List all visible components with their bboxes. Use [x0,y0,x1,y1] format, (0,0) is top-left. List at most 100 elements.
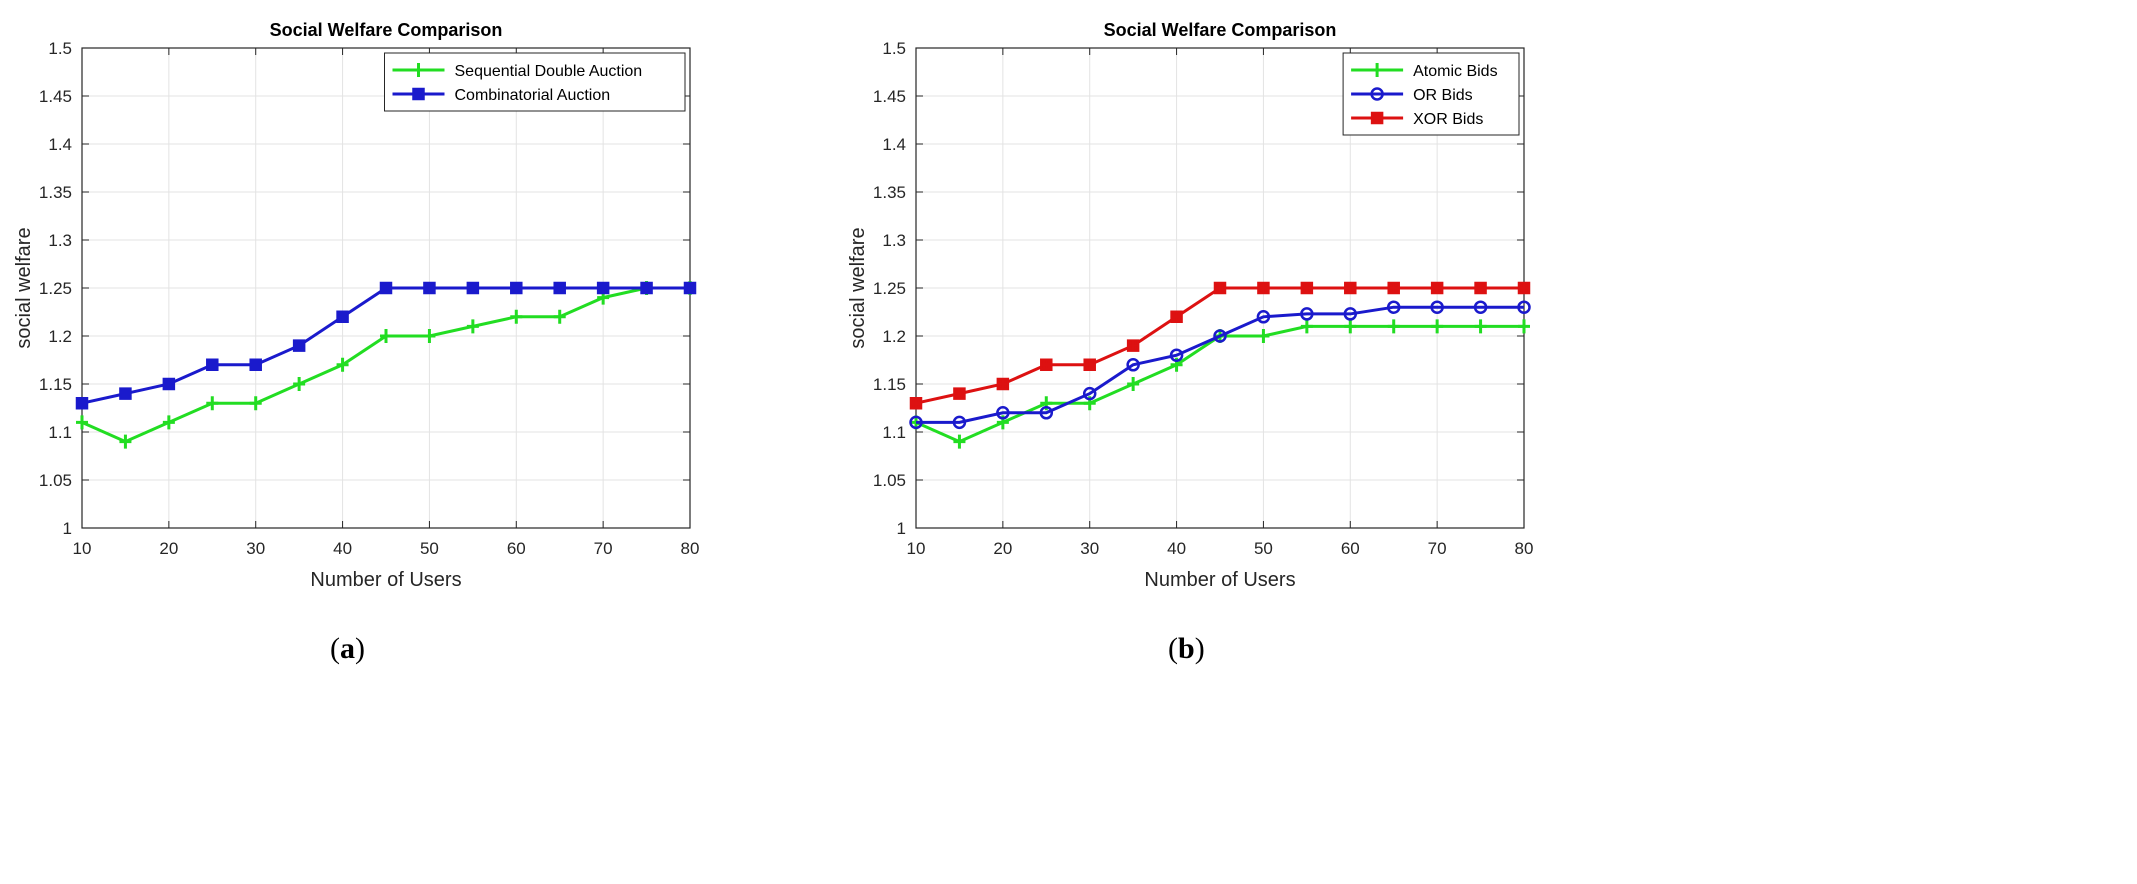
c1-chart-title: Social Welfare Comparison [1104,20,1337,40]
c1-x-tick-label-7: 80 [1515,539,1534,558]
c0-series-0-point-3 [206,396,219,411]
c0-series-1-point-8 [423,281,436,295]
c0-series-0-point-2 [162,415,175,430]
c1-series-2-point-0 [909,396,923,410]
c0-x-tick-label-0: 10 [73,539,92,558]
c1-series-0-point-5 [1127,377,1140,391]
c1-legend: Atomic Bids OR Bids XOR Bids [1342,52,1520,136]
c1-series-2-point-12 [1430,281,1444,295]
c0-series-1-point-5 [292,339,306,352]
c0-y-tick-label-8: 1.4 [48,135,72,154]
c1-y-tick-label-0: 1 [897,519,906,538]
c0-y-tick-label-7: 1.35 [39,183,72,202]
c1-series-2-point-7 [1213,281,1227,295]
c1-x-tick-label-3: 40 [1167,539,1186,558]
c0-series-1-point-3 [206,358,219,372]
c0-series-0-point-9 [466,319,479,334]
c0-legend-marker-1 [412,87,425,101]
c1-x-tick-label-1: 20 [993,539,1012,558]
c0-x-axis-label: Number of Users [310,569,461,591]
c1-y-tick-label-6: 1.3 [882,231,906,250]
c0-series-1-point-2 [162,377,176,391]
c0-series-0-point-11 [553,309,566,324]
c1-y-tick-label-2: 1.1 [882,423,906,442]
c1-series-1-point-10 [1343,307,1358,321]
c0-x-tick-label-4: 50 [420,539,439,558]
c1-series-1-point-3 [1039,406,1054,420]
c1-series-0-point-8 [1257,329,1270,343]
c1-series-2-point-3 [1040,358,1053,372]
c1-series-2-point-11 [1387,281,1400,295]
c1-series-2-point-14 [1517,281,1531,295]
c0-chart-title: Social Welfare Comparison [270,20,503,40]
c0-legend-label-1: Combinatorial Auction [455,87,611,104]
c1-series-0-point-9 [1300,319,1313,334]
c1-x-tick-label-4: 50 [1254,539,1273,558]
c0-y-tick-label-10: 1.5 [48,39,72,58]
c1-series-0-point-1 [953,434,966,449]
caption-b-label: b [1178,632,1195,665]
c0-series-1-point-14 [683,281,697,295]
c1-series-1-point-5 [1126,358,1140,372]
c0-series-0-point-0 [76,415,88,430]
c1-series-1-point-11 [1386,300,1401,314]
c1-legend-label-1: OR Bids [1413,87,1473,104]
c0-series-0-point-6 [336,357,349,372]
c0-series-1-point-4 [249,358,262,372]
c1-series-1-point-0 [909,415,923,430]
c1-series-0-point-14 [1518,319,1530,334]
c1-series-1-point-8 [1256,310,1271,324]
c0-series-1-point-7 [379,281,393,295]
c1-series-0-point-12 [1431,319,1444,334]
c1-series-2-point-10 [1344,281,1357,295]
c0-series-0-point-8 [423,329,436,343]
c1-series-1-line [916,305,1524,424]
c0-x-tick-label-6: 70 [594,539,613,558]
c1-series-2-point-6 [1170,310,1183,324]
c0-legend-box [384,52,686,112]
c1-legend-marker-0 [1371,63,1384,77]
c0-legend-marker-0 [412,63,425,77]
c0-x-tick-label-7: 80 [681,539,700,558]
c1-legend-marker-1 [1370,87,1384,101]
c0-y-axis-label: social welfare [13,227,35,348]
c1-series-2-point-8 [1257,281,1270,295]
c0-series-0-point-7 [380,329,392,343]
c1-series-2-point-4 [1083,358,1096,372]
c1-x-axis-label: Number of Users [1144,569,1295,591]
c1-y-tick-label-9: 1.45 [873,87,906,106]
c1-series-1-point-2 [996,406,1010,420]
c1-series-1-point-9 [1300,307,1314,321]
c1-series-1 [909,300,1531,430]
c0-y-tick-label-4: 1.2 [48,327,72,346]
c0-series-1-point-13 [640,281,653,295]
c1-series-1-point-7 [1213,329,1227,343]
c1-series-2-point-1 [953,387,966,400]
c1-y-tick-label-5: 1.25 [873,279,906,298]
chart-a: 10 20 30 40 50 60 70 80 1 1.05 1.1 1.15 1.2 1.25 1.3 1.… [13,20,700,591]
c0-legend-label-0: Sequential Double Auction [455,63,643,80]
c0-y-tick-label-1: 1.05 [39,471,72,490]
c1-series-0-point-10 [1344,319,1357,334]
c1-series-2-point-13 [1474,281,1487,295]
c0-x-tick-label-5: 60 [507,539,526,558]
c0-series-0-point-10 [510,309,523,324]
c0-series-0 [76,281,696,449]
c1-y-tick-label-4: 1.2 [882,327,906,346]
c0-series-1-point-1 [119,387,132,400]
c1-legend-marker-2 [1370,111,1384,125]
c0-series-1-point-10 [510,281,523,295]
c0-series-0-point-4 [249,396,262,411]
c1-y-tick-label-1: 1.05 [873,471,906,490]
c1-legend-label-2: XOR Bids [1413,111,1483,128]
c0-y-tick-label-5: 1.25 [39,279,72,298]
c0-x-tick-label-3: 40 [333,539,352,558]
c1-series-2 [909,281,1531,410]
c0-x-tick-label-2: 30 [246,539,265,558]
c0-y-tick-label-6: 1.3 [48,231,72,250]
c1-y-tick-label-8: 1.4 [882,135,906,154]
caption-a-label: a [340,632,355,665]
c1-series-1-point-12 [1430,300,1444,314]
c0-series-1-point-12 [596,281,610,295]
